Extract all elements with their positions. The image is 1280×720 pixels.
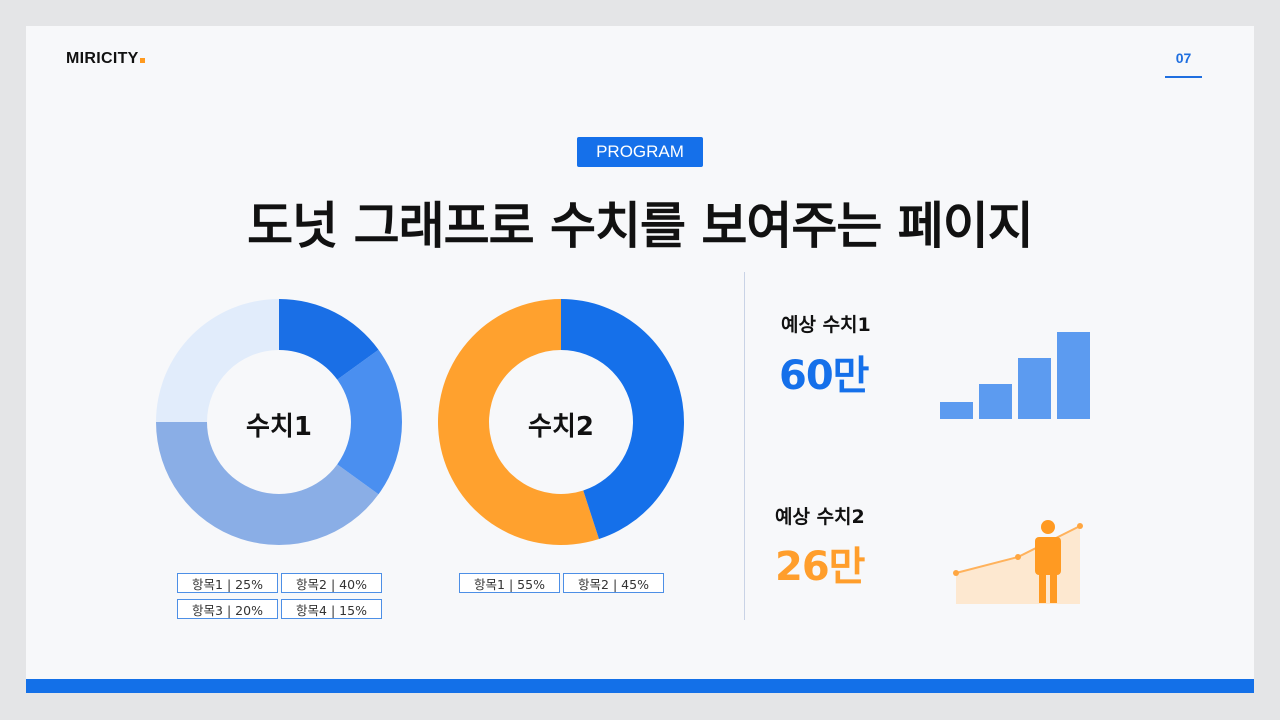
bar-growth-icon-bar [1057,332,1090,419]
legend-item: 항목1 | 25% [177,573,278,593]
stat-2-value: 26만 [775,544,865,590]
bar-growth-icon [940,332,1090,419]
bar-growth-icon-bar [940,402,973,419]
section-tag: PROGRAM [577,137,703,167]
donut-2-center-label: 수치2 [528,412,594,442]
growth-point [1077,523,1083,529]
legend-item: 항목2 | 45% [563,573,664,593]
bar-growth-icon-bar [979,384,1012,419]
vertical-divider [744,272,745,620]
logo-dot-icon [139,58,145,63]
person-head [1041,520,1055,534]
stat-1-label: 예상 수치1 [781,314,871,336]
legend-item: 항목4 | 15% [281,599,382,619]
donut-slice-항목3 [337,349,402,495]
page-title: 도넛 그래프로 수치를 보여주는 페이지 [247,197,1034,255]
donut-slice-항목1 [437,299,600,545]
stat-1-value: 60만 [779,353,869,399]
donut-slice-항목2 [561,299,684,539]
legend-item: 항목2 | 40% [281,573,382,593]
donut-slice-항목2 [156,422,379,545]
growth-point [1015,554,1021,560]
legend-item: 항목3 | 20% [177,599,278,619]
donut-1-center-label: 수치1 [246,412,312,442]
donut-chart-1 [156,299,402,545]
donut-slice-항목4 [279,299,379,380]
bar-growth-icon-bar [1018,358,1051,419]
growth-area [956,526,1080,604]
person-growth-icon [953,520,1083,604]
slide: MIRICITY 07 PROGRAM 도넛 그래프로 수치를 보여주는 페이지… [26,26,1254,693]
page-number-underline [1165,76,1202,78]
growth-point [953,570,959,576]
page-number: 07 [1175,50,1192,66]
person-body [1035,537,1061,575]
donut-slice-항목1 [156,299,279,422]
brand-logo: MIRICITY [66,50,145,68]
stat-2-label: 예상 수치2 [775,506,865,528]
legend-item: 항목1 | 55% [459,573,560,593]
footer-bar [26,679,1254,693]
donut-chart-2 [437,299,684,545]
person-leg [1050,573,1057,603]
person-leg [1039,573,1046,603]
